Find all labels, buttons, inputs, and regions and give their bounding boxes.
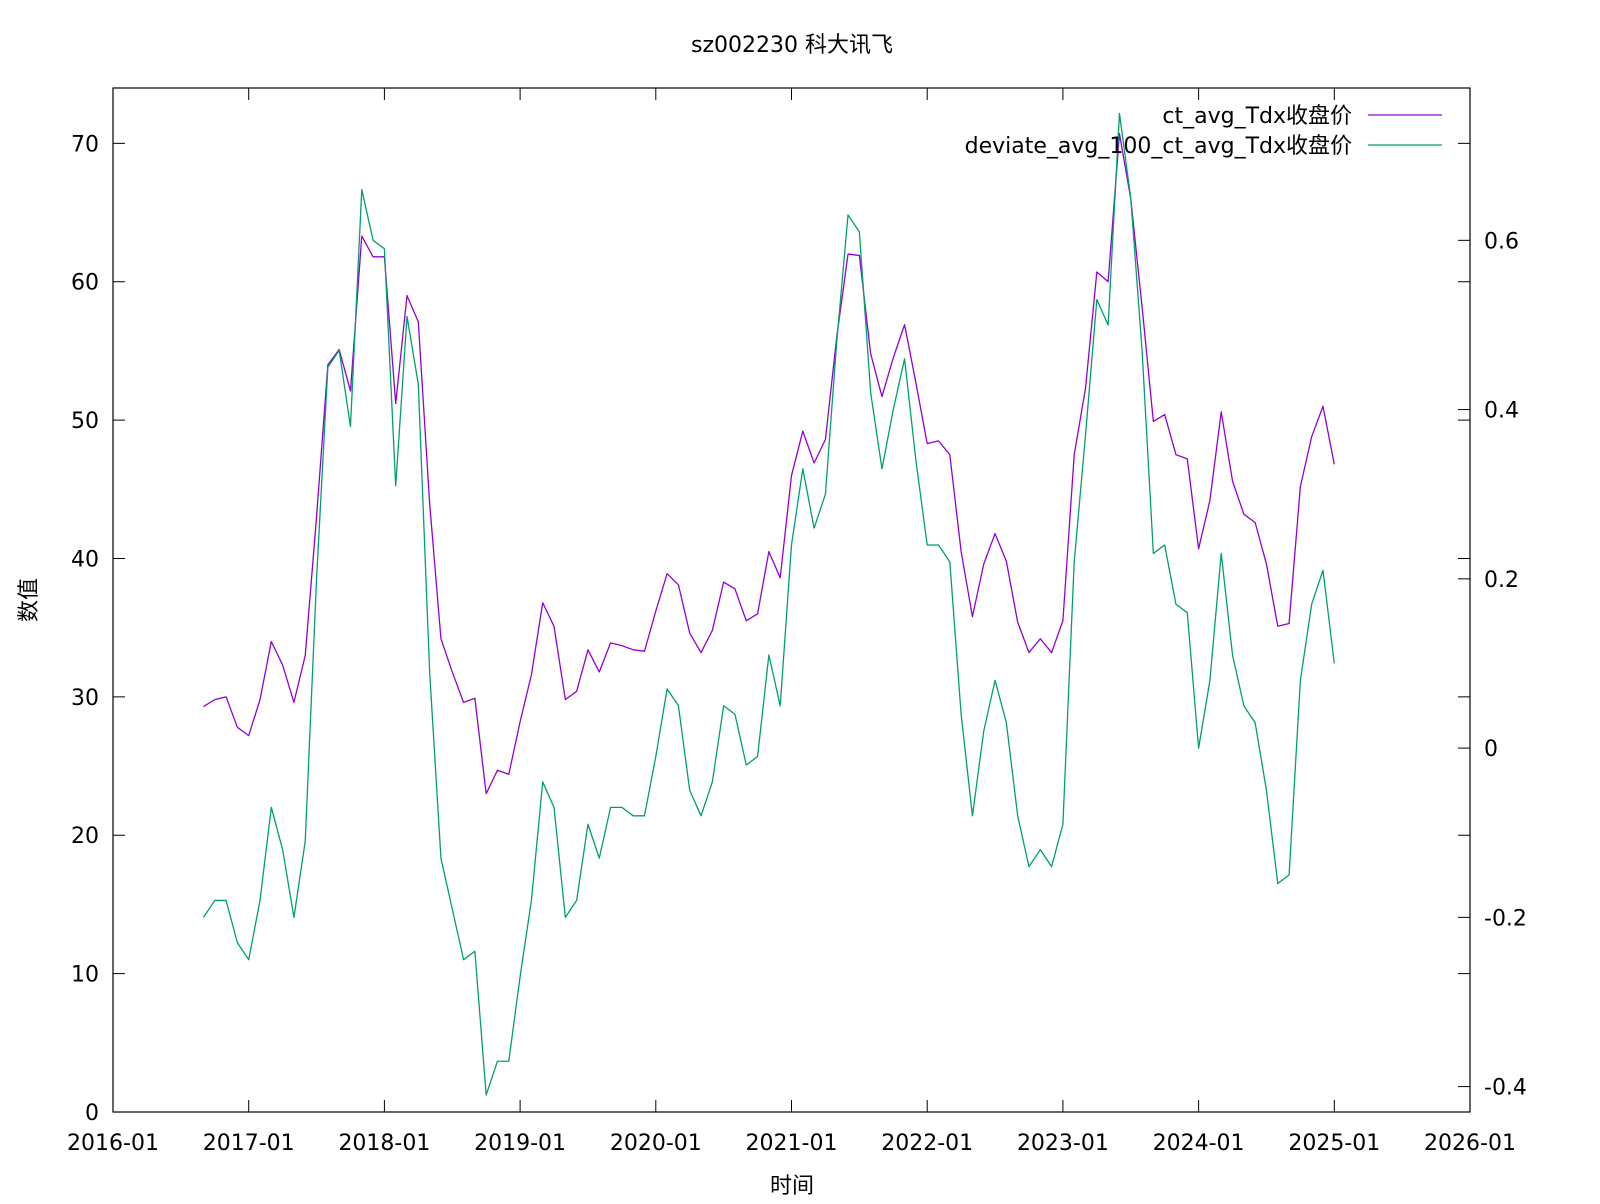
y-axis-right: -0.4 -0.2 0 0.2 0.4 0.6 xyxy=(1458,229,1527,1101)
x-tick-label: 2024-01 xyxy=(1153,1131,1245,1156)
y-tick-label: 10 xyxy=(71,963,99,988)
y2-tick-label: 0.4 xyxy=(1484,399,1519,424)
series-line-2 xyxy=(202,112,1335,1096)
x-tick-label: 2023-01 xyxy=(1017,1131,1109,1156)
y-tick-label: 50 xyxy=(71,409,99,434)
x-tick-label: 2019-01 xyxy=(474,1131,566,1156)
y-tick-label: 70 xyxy=(71,132,99,157)
y-tick-label: 40 xyxy=(71,547,99,572)
plot-frame xyxy=(112,87,1471,1113)
legend-label-1: ct_avg_Tdx收盘价 xyxy=(1162,104,1352,129)
x-tick-label: 2022-01 xyxy=(881,1131,973,1156)
series-layer xyxy=(202,112,1335,1096)
x-tick-label: 2020-01 xyxy=(610,1131,702,1156)
y-tick-label: 0 xyxy=(85,1101,99,1126)
y-axis-left: 0 10 20 30 40 50 60 70 xyxy=(71,132,1470,1126)
y-tick-label: 20 xyxy=(71,824,99,849)
x-tick-label: 2017-01 xyxy=(203,1131,295,1156)
series-line-1 xyxy=(203,133,1335,795)
x-tick-label: 2021-01 xyxy=(746,1131,838,1156)
y-tick-label: 30 xyxy=(71,686,99,711)
legend: ct_avg_Tdx收盘价 deviate_avg_100_ct_avg_Tdx收… xyxy=(965,104,1442,159)
x-axis: 2016-01 2017-01 2018-01 2019-01 2020-01 2021-… xyxy=(67,88,1516,1156)
y2-tick-label: -0.4 xyxy=(1484,1076,1527,1101)
x-tick-label: 2025-01 xyxy=(1288,1131,1380,1156)
x-tick-label: 2026-01 xyxy=(1424,1131,1516,1156)
legend-label-2: deviate_avg_100_ct_avg_Tdx收盘价 xyxy=(965,134,1352,159)
x-tick-label: 2018-01 xyxy=(338,1131,430,1156)
y2-tick-label: 0.2 xyxy=(1484,568,1519,593)
y2-tick-label: -0.2 xyxy=(1484,906,1527,931)
x-tick-label: 2016-01 xyxy=(67,1131,159,1156)
y-axis-title: 数值 xyxy=(17,578,42,622)
y-tick-label: 60 xyxy=(71,271,99,296)
x-axis-title: 时间 xyxy=(770,1174,814,1199)
chart-title: sz002230 科大讯飞 xyxy=(691,33,893,58)
y2-tick-label: 0 xyxy=(1484,737,1498,762)
y2-tick-label: 0.6 xyxy=(1484,229,1519,254)
